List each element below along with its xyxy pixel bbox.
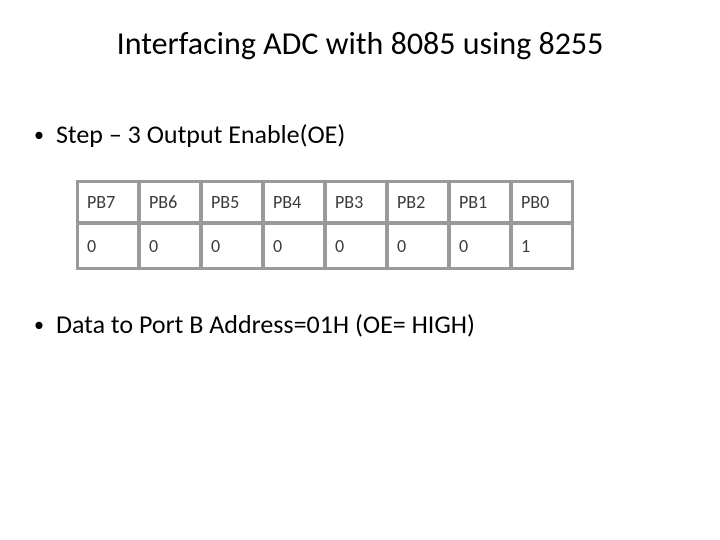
table-row: 0 0 0 0 0 0 0 1: [78, 224, 572, 268]
cell-value: 0: [388, 224, 448, 268]
bullet-step: • Step – 3 Output Enable(OE): [34, 118, 345, 150]
cell-value: 1: [512, 224, 572, 268]
page-title: Interfacing ADC with 8085 using 8255: [0, 24, 720, 63]
col-header: PB6: [140, 182, 200, 222]
bullet-dot-icon: •: [34, 125, 44, 145]
col-header: PB4: [264, 182, 324, 222]
col-header: PB3: [326, 182, 386, 222]
cell-value: 0: [140, 224, 200, 268]
cell-value: 0: [326, 224, 386, 268]
bullet-step-text: Step – 3 Output Enable(OE): [56, 118, 345, 150]
col-header: PB7: [78, 182, 138, 222]
col-header: PB2: [388, 182, 448, 222]
port-b-table: PB7 PB6 PB5 PB4 PB3 PB2 PB1 PB0 0 0 0 0 …: [76, 180, 574, 270]
port-b-table-grid: PB7 PB6 PB5 PB4 PB3 PB2 PB1 PB0 0 0 0 0 …: [76, 180, 574, 270]
cell-value: 0: [264, 224, 324, 268]
cell-value: 0: [202, 224, 262, 268]
cell-value: 0: [78, 224, 138, 268]
cell-value: 0: [450, 224, 510, 268]
table-row: PB7 PB6 PB5 PB4 PB3 PB2 PB1 PB0: [78, 182, 572, 222]
bullet-dot-icon: •: [34, 315, 44, 335]
col-header: PB1: [450, 182, 510, 222]
slide: Interfacing ADC with 8085 using 8255 • St…: [0, 0, 720, 540]
col-header: PB5: [202, 182, 262, 222]
bullet-data-text: Data to Port B Address=01H (OE= HIGH): [56, 308, 475, 340]
col-header: PB0: [512, 182, 572, 222]
bullet-data: • Data to Port B Address=01H (OE= HIGH): [34, 308, 475, 340]
